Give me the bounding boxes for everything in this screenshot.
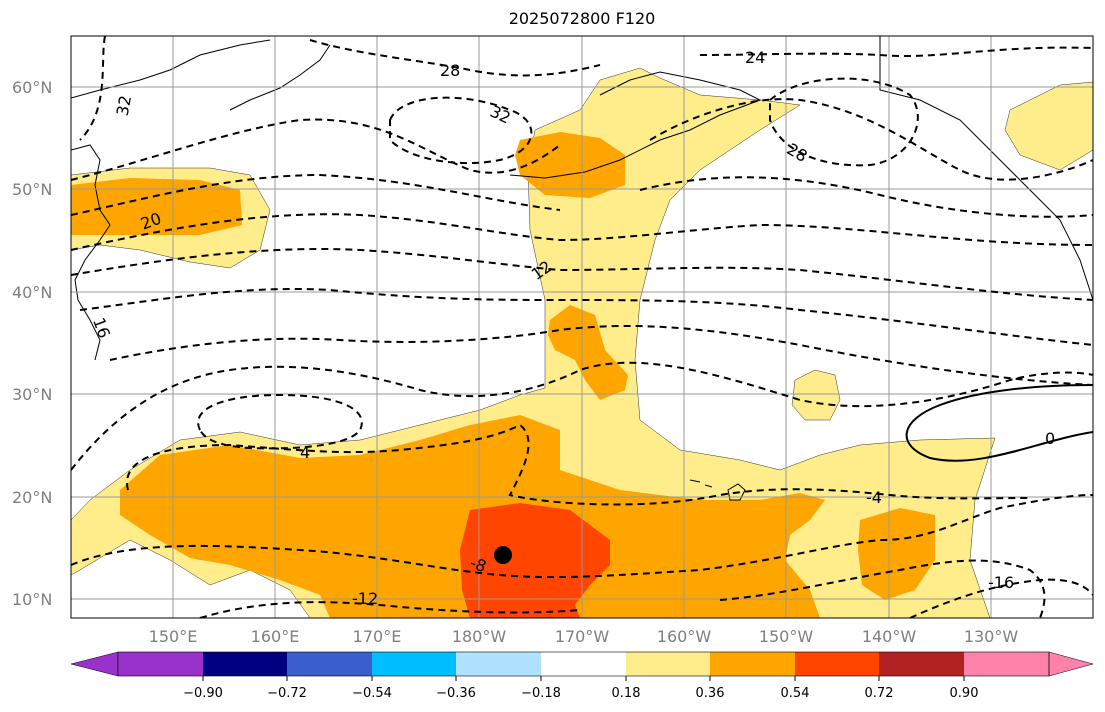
contour-label-minus12: -12 bbox=[352, 589, 378, 608]
contour-label-32-center: 32 bbox=[487, 102, 513, 128]
contour-label-minus16: -16 bbox=[988, 573, 1014, 592]
contour-label-16-west: 16 bbox=[89, 315, 114, 341]
lon-label-130w: 130°W bbox=[964, 627, 1019, 646]
colorbar-segment-1 bbox=[203, 652, 287, 676]
colorbar-tick-label: −0.54 bbox=[352, 686, 392, 701]
colorbar-tick-label: 0.90 bbox=[950, 686, 979, 701]
height-contours bbox=[71, 36, 1093, 618]
colorbar-tick-label: 0.36 bbox=[696, 686, 725, 701]
colorbar-tick-label: 0.72 bbox=[865, 686, 894, 701]
latitude-labels: 60°N 50°N 40°N 30°N 20°N 10°N bbox=[12, 78, 52, 609]
colorbar-segment-8 bbox=[795, 652, 879, 676]
lon-label-140w: 140°W bbox=[862, 627, 917, 646]
zero-contour bbox=[905, 384, 1093, 462]
colorbar-frame bbox=[117, 651, 1050, 677]
colorbar-segment-2 bbox=[287, 652, 372, 676]
colorbar-tick-label: 0.18 bbox=[612, 686, 641, 701]
colorbar-segment-3 bbox=[372, 652, 456, 676]
contour-label-24: 24 bbox=[745, 48, 765, 67]
plot-frame bbox=[70, 35, 1094, 619]
lon-label-150w: 150°W bbox=[759, 627, 814, 646]
colorbar-ticks bbox=[202, 676, 965, 681]
lat-label-50n: 50°N bbox=[12, 180, 52, 199]
colorbar-tick-label: −0.90 bbox=[183, 686, 223, 701]
colorbar-segment-10 bbox=[964, 652, 1049, 676]
lon-label-150e: 150°E bbox=[149, 627, 198, 646]
colorbar: −0.90 −0.72 −0.54 −0.36 −0.18 0.18 0.36 … bbox=[70, 651, 1094, 701]
colorbar-segment-0 bbox=[118, 652, 203, 676]
colorbar-segment-6 bbox=[626, 652, 710, 676]
lon-label-160w: 160°W bbox=[657, 627, 712, 646]
colorbar-extend-high bbox=[1048, 651, 1094, 677]
lon-label-180w: 180°W bbox=[452, 627, 507, 646]
contour-label-4-west: 4 bbox=[300, 443, 310, 462]
storm-center-marker bbox=[494, 546, 512, 564]
colorbar-segment-9 bbox=[879, 652, 964, 676]
longitude-labels: 150°E 160°E 170°E 180°W 170°W 160°W 150°… bbox=[149, 627, 1019, 646]
lat-label-30n: 30°N bbox=[12, 385, 52, 404]
colorbar-tick-label: −0.18 bbox=[521, 686, 561, 701]
colorbar-extend-low bbox=[70, 651, 119, 677]
colorbar-segment-4 bbox=[456, 652, 541, 676]
colorbar-tick-label: −0.72 bbox=[267, 686, 307, 701]
colorbar-segment-7 bbox=[710, 652, 795, 676]
map-title: 2025072800 F120 bbox=[508, 9, 656, 28]
colorbar-tick-label: −0.36 bbox=[436, 686, 476, 701]
contour-label-minus4: -4 bbox=[866, 488, 882, 507]
contour-label-minus8: -8 bbox=[467, 553, 488, 576]
lon-label-170w: 170°W bbox=[555, 627, 610, 646]
coastlines bbox=[71, 36, 1093, 501]
contour-label-28-north: 28 bbox=[440, 61, 460, 80]
lat-label-40n: 40°N bbox=[12, 283, 52, 302]
anomaly-fill-high bbox=[460, 503, 610, 618]
contour-label-0: 0 bbox=[1045, 429, 1055, 448]
map-plot: 28 24 32 32 28 20 12 16 4 0 -4 -8 -12 -1… bbox=[71, 36, 1093, 618]
colorbar-segment-5 bbox=[541, 652, 626, 676]
contour-label-28-east: 28 bbox=[784, 139, 811, 166]
lon-label-160e: 160°E bbox=[251, 627, 300, 646]
contour-label-32-west: 32 bbox=[113, 94, 135, 117]
lat-label-20n: 20°N bbox=[12, 488, 52, 507]
lat-label-60n: 60°N bbox=[12, 78, 52, 97]
colorbar-tick-label: 0.54 bbox=[781, 686, 810, 701]
lon-label-170e: 170°E bbox=[353, 627, 402, 646]
lat-label-10n: 10°N bbox=[12, 590, 52, 609]
